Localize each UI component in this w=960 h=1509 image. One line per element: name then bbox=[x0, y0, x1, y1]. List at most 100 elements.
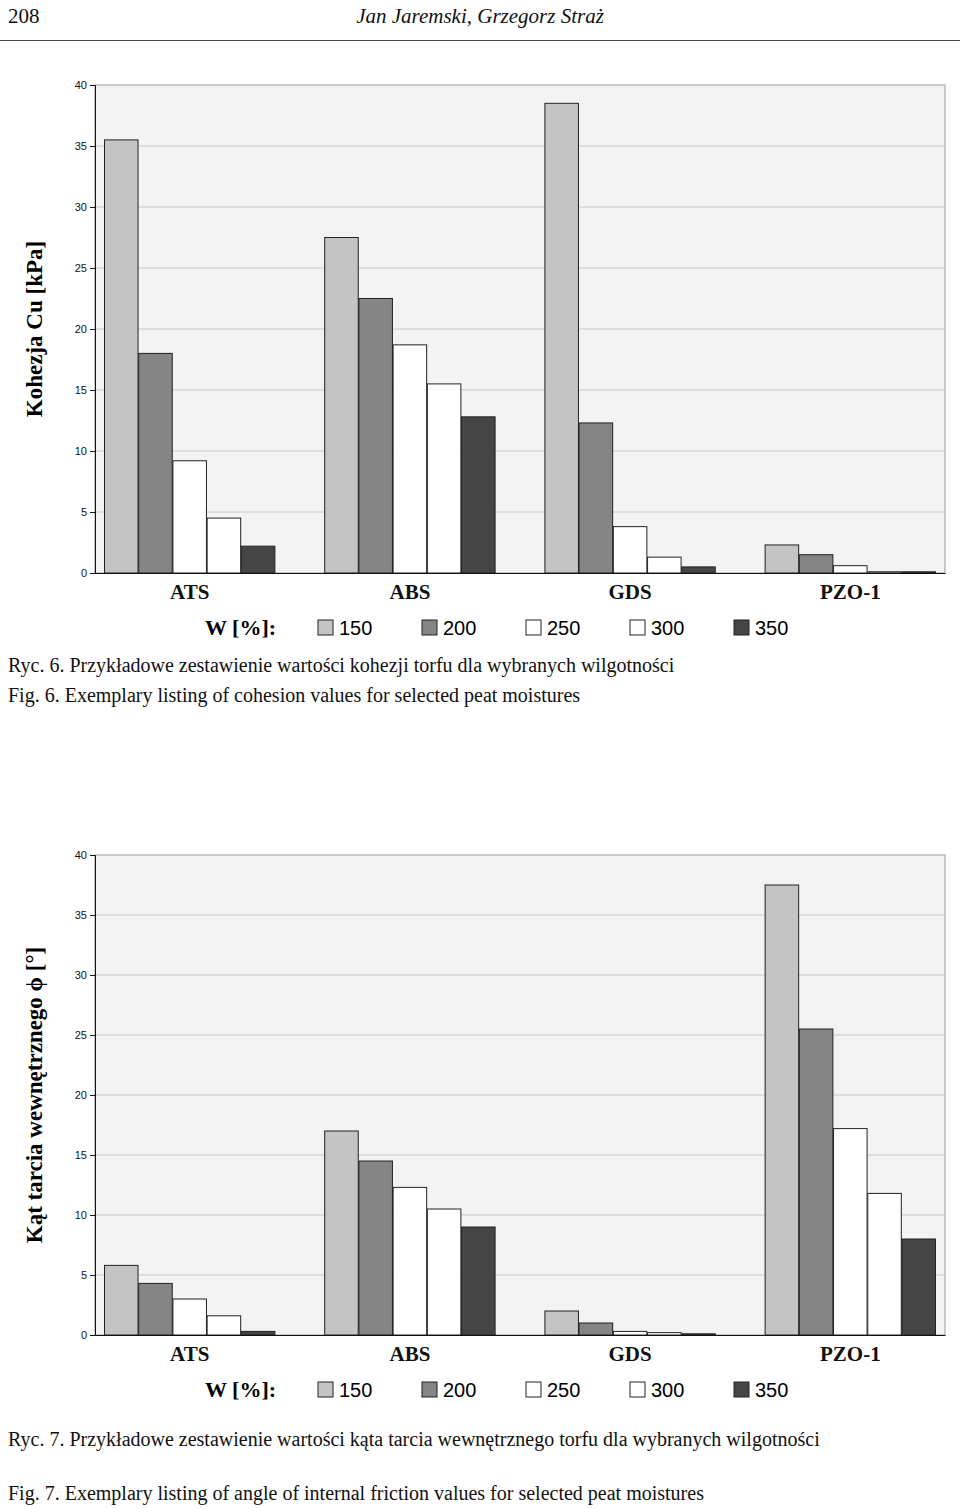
grid-line bbox=[95, 451, 945, 452]
y-tick: 0 bbox=[81, 1329, 95, 1341]
x-axis: ATS ABS GDS PZO-1 bbox=[96, 573, 946, 604]
category-label: ATS bbox=[170, 580, 209, 604]
bar bbox=[682, 1334, 716, 1335]
x-tick: ATS bbox=[170, 573, 209, 604]
legend-swatch bbox=[318, 620, 333, 635]
category-label: PZO-1 bbox=[820, 580, 881, 604]
legend-swatch bbox=[630, 620, 645, 635]
bar bbox=[207, 518, 241, 573]
y-tick-mark bbox=[90, 268, 95, 269]
legend-title: W [%]: bbox=[205, 615, 276, 640]
y-axis-line bbox=[90, 856, 96, 1336]
x-tick: ABS bbox=[389, 573, 430, 604]
y-tick: 25 bbox=[75, 262, 95, 274]
y-tick: 20 bbox=[75, 1089, 95, 1101]
bar bbox=[613, 527, 647, 573]
y-tick-mark bbox=[90, 390, 95, 391]
y-tick-mark bbox=[90, 1035, 95, 1036]
legend-swatch bbox=[318, 1382, 333, 1397]
y-tick-mark bbox=[90, 329, 95, 330]
y-tick: 30 bbox=[75, 969, 95, 981]
y-tick-mark bbox=[90, 1275, 95, 1276]
grid-line bbox=[95, 390, 945, 391]
legend-label: 250 bbox=[547, 617, 580, 639]
y-tick: 35 bbox=[75, 909, 95, 921]
legend-label: 200 bbox=[443, 617, 476, 639]
legend-label: 350 bbox=[755, 1379, 788, 1401]
category-label: ATS bbox=[170, 1342, 209, 1366]
bar bbox=[139, 1283, 173, 1335]
y-tick-mark bbox=[90, 1335, 95, 1336]
legend-label: 250 bbox=[547, 1379, 580, 1401]
grid-line bbox=[95, 207, 945, 208]
bar bbox=[902, 572, 936, 573]
bar bbox=[613, 1331, 647, 1335]
x-tick: GDS bbox=[609, 573, 652, 604]
legend-label: 300 bbox=[651, 617, 684, 639]
bar bbox=[545, 1311, 579, 1335]
y-axis-title: Kohezja Cu [kPa] bbox=[22, 241, 47, 417]
bar bbox=[393, 1187, 427, 1335]
y-tick-label: 25 bbox=[75, 1029, 87, 1041]
x-tick: GDS bbox=[609, 1335, 652, 1366]
grid-line bbox=[95, 512, 945, 513]
chart: 0510152025303540ATSABSGDSPZO-1Kąt tarcia… bbox=[0, 830, 960, 1420]
bar bbox=[427, 384, 461, 573]
y-tick: 20 bbox=[75, 323, 95, 335]
legend-swatch bbox=[422, 1382, 437, 1397]
bar bbox=[104, 140, 138, 573]
caption: Fig. 7. Exemplary listing of angle of in… bbox=[8, 1482, 953, 1504]
y-tick-label: 5 bbox=[81, 1269, 87, 1281]
y-tick-label: 20 bbox=[75, 1089, 87, 1101]
y-tick-label: 30 bbox=[75, 201, 87, 213]
y-tick-mark bbox=[90, 915, 95, 916]
bar bbox=[173, 461, 207, 573]
y-tick: 40 bbox=[75, 849, 95, 861]
bar bbox=[834, 1129, 868, 1335]
bar bbox=[427, 1209, 461, 1335]
y-tick-label: 10 bbox=[75, 1209, 87, 1221]
x-tick: ABS bbox=[389, 1335, 430, 1366]
x-axis-line bbox=[96, 573, 946, 574]
y-axis: 0510152025303540 bbox=[75, 79, 96, 579]
y-tick: 25 bbox=[75, 1029, 95, 1041]
category-label: ABS bbox=[389, 1342, 430, 1366]
grid-line bbox=[95, 329, 945, 330]
y-tick: 35 bbox=[75, 140, 95, 152]
bar bbox=[799, 555, 833, 573]
grid-line bbox=[95, 85, 945, 86]
x-tick: PZO-1 bbox=[820, 1335, 881, 1366]
x-tick: ATS bbox=[170, 1335, 209, 1366]
bar bbox=[241, 1331, 275, 1335]
legend-swatch bbox=[734, 1382, 749, 1397]
legend-swatch bbox=[526, 1382, 541, 1397]
y-tick-mark bbox=[90, 451, 95, 452]
y-tick-label: 25 bbox=[75, 262, 87, 274]
caption: Fig. 6. Exemplary listing of cohesion va… bbox=[8, 684, 953, 706]
bar bbox=[648, 1333, 682, 1335]
bar bbox=[648, 557, 682, 573]
y-tick-label: 35 bbox=[75, 140, 87, 152]
y-tick-mark bbox=[90, 975, 95, 976]
bar bbox=[207, 1316, 241, 1335]
bar bbox=[579, 1323, 613, 1335]
y-tick: 10 bbox=[75, 1209, 95, 1221]
legend-label: 150 bbox=[339, 617, 372, 639]
y-tick: 15 bbox=[75, 1149, 95, 1161]
legend-label: 200 bbox=[443, 1379, 476, 1401]
y-tick-label: 40 bbox=[75, 849, 87, 861]
y-tick-label: 5 bbox=[81, 506, 87, 518]
y-tick-label: 30 bbox=[75, 969, 87, 981]
y-tick-mark bbox=[90, 85, 95, 86]
y-tick-mark bbox=[90, 207, 95, 208]
page-authors: Jan Jaremski, Grzegorz Straż bbox=[0, 4, 960, 29]
legend-swatch bbox=[630, 1382, 645, 1397]
bar bbox=[359, 1161, 393, 1335]
legend-label: 150 bbox=[339, 1379, 372, 1401]
y-tick-mark bbox=[90, 1155, 95, 1156]
bar bbox=[682, 567, 716, 573]
legend: W [%]:150200250300350 bbox=[205, 615, 788, 640]
bar bbox=[173, 1299, 207, 1335]
y-tick-mark bbox=[90, 855, 95, 856]
y-tick-mark bbox=[90, 1215, 95, 1216]
